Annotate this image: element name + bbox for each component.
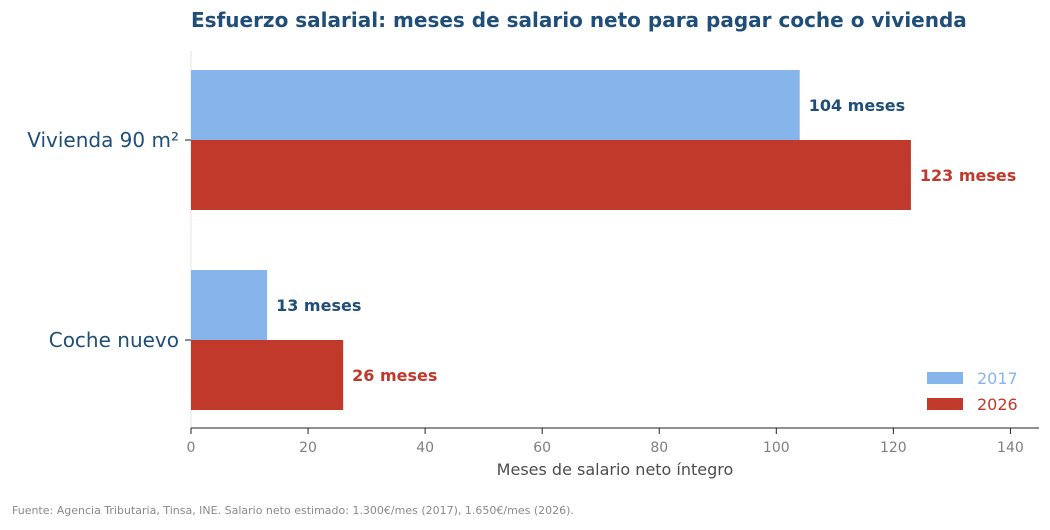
data-label: 104 meses bbox=[809, 96, 905, 115]
source-note: Fuente: Agencia Tributaria, Tinsa, INE. … bbox=[12, 504, 574, 517]
legend-label: 2017 bbox=[977, 369, 1018, 388]
legend-swatch-2026 bbox=[927, 398, 963, 410]
category-label: Coche nuevo bbox=[49, 328, 179, 352]
category-label: Vivienda 90 m² bbox=[27, 128, 179, 152]
x-tick-label: 20 bbox=[299, 440, 317, 456]
data-label: 26 meses bbox=[352, 366, 437, 385]
x-tick-label: 0 bbox=[187, 440, 196, 456]
x-axis-label: Meses de salario neto íntegro bbox=[497, 460, 734, 479]
bar-2017-0 bbox=[191, 70, 800, 140]
bar-2026-1 bbox=[191, 340, 344, 410]
bar-2026-0 bbox=[191, 140, 911, 210]
x-tick-label: 60 bbox=[533, 440, 551, 456]
bar-2017-1 bbox=[191, 270, 268, 340]
legend-swatch-2017 bbox=[927, 372, 963, 384]
legend: 2017 2026 bbox=[927, 369, 1018, 414]
legend-label: 2026 bbox=[977, 395, 1018, 414]
x-tick-label: 100 bbox=[763, 440, 790, 456]
data-label: 13 meses bbox=[276, 296, 361, 315]
bars-layer: 104 meses 13 meses 123 meses 26 meses bbox=[191, 70, 1016, 410]
data-label: 123 meses bbox=[920, 166, 1016, 185]
x-tick-label: 140 bbox=[997, 440, 1024, 456]
category-labels: Vivienda 90 m² Coche nuevo bbox=[27, 128, 191, 352]
x-tick-label: 40 bbox=[416, 440, 434, 456]
x-tick-label: 80 bbox=[650, 440, 668, 456]
chart-title: Esfuerzo salarial: meses de salario neto… bbox=[191, 8, 967, 32]
x-tick-label: 120 bbox=[880, 440, 907, 456]
x-ticks: 0 20 40 60 80 100 120 140 bbox=[187, 428, 1024, 456]
